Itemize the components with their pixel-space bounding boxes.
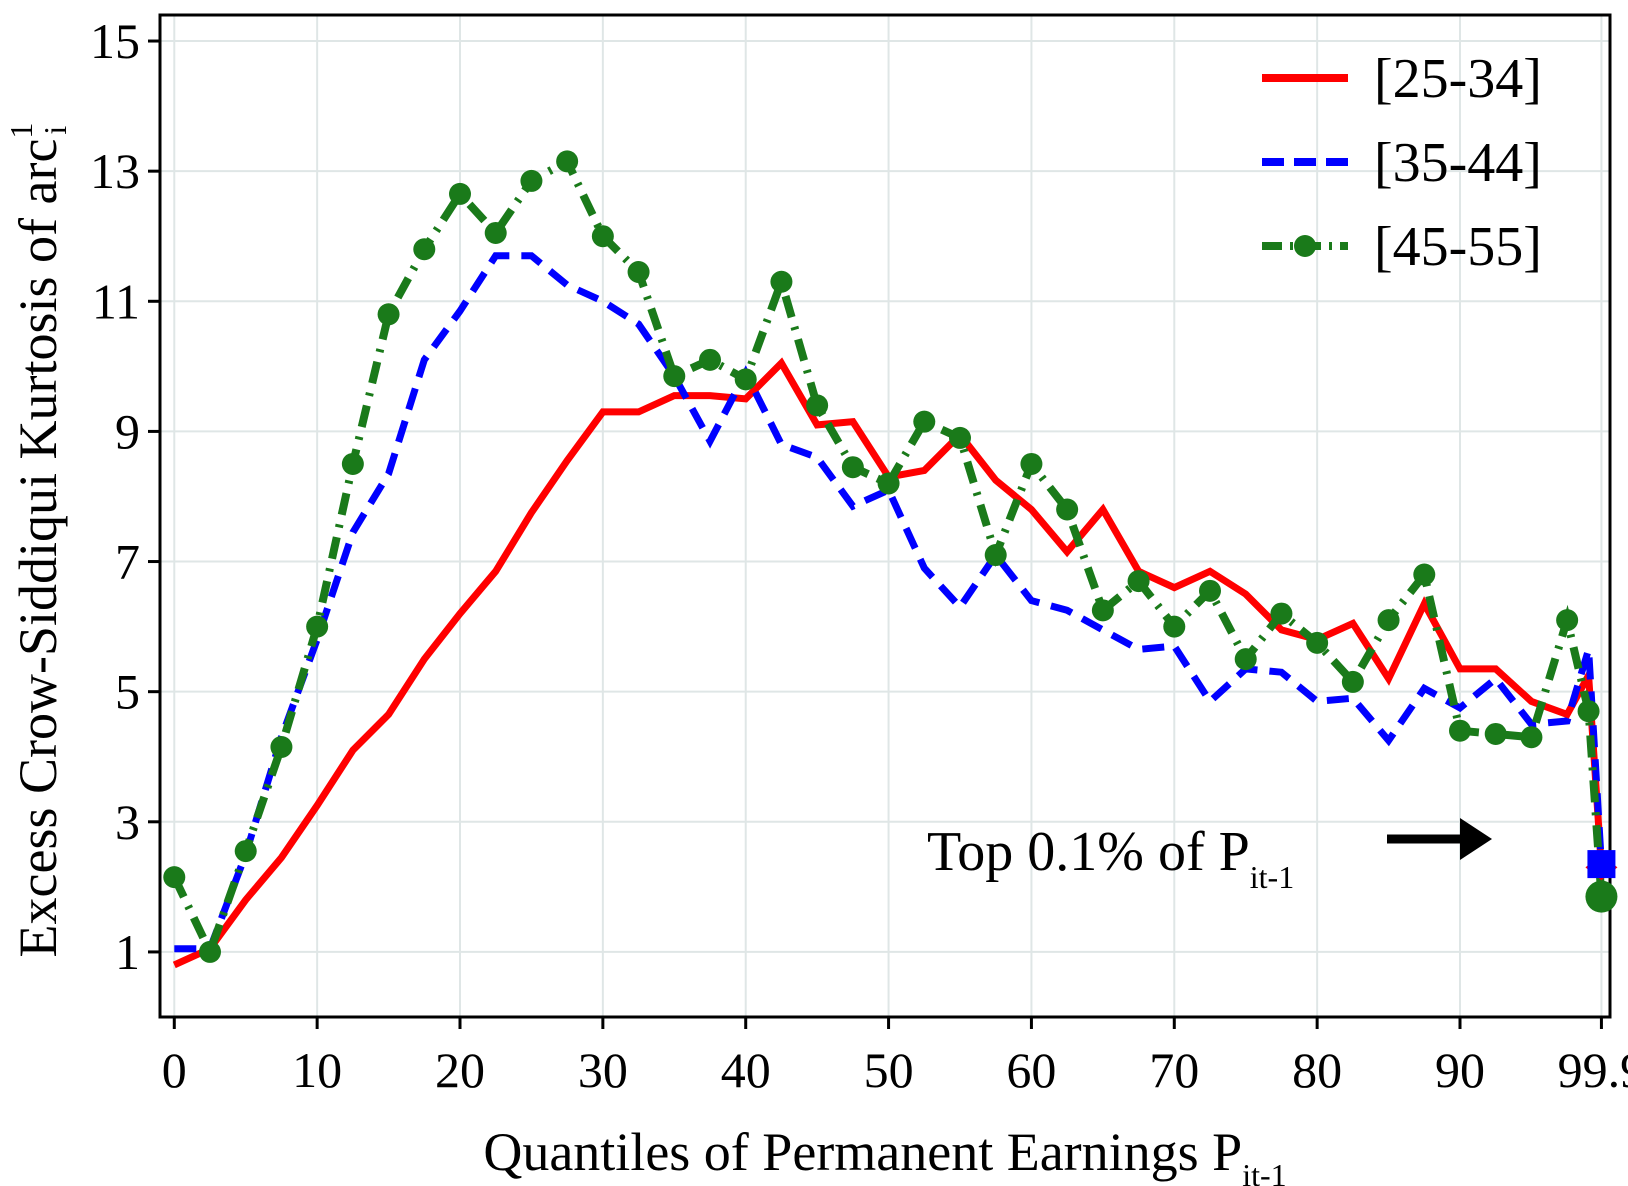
x-tick-label-70: 70 [1149, 1042, 1199, 1098]
series-45-55-point-30 [1234, 648, 1257, 671]
x-tick-label-0: 0 [162, 1042, 187, 1098]
series-45-55-point-13 [627, 261, 650, 284]
x-axis: 0 10 20 30 40 50 60 70 80 90 99.9 [162, 1017, 1628, 1098]
markers-layer [163, 150, 1618, 963]
series-35-44-line [174, 252, 1605, 953]
series-45-55-point-32 [1306, 631, 1329, 654]
series-45-55-point-35 [1413, 563, 1436, 586]
annotation-subscript: it-1 [1250, 859, 1294, 895]
y-tick-label-7: 7 [115, 534, 140, 590]
y-axis-title: Excess Crow-Siddiqui Kurtosis of arc1i [3, 123, 73, 958]
legend-45-55-swatch-marker [1294, 235, 1316, 257]
y-tick-label-9: 9 [115, 403, 140, 459]
series-45-55-point-1 [199, 940, 221, 963]
series-45-55-point-14 [663, 365, 686, 388]
x-tick-label-30: 30 [578, 1042, 628, 1098]
series-45-55-point-16 [734, 368, 757, 391]
series-45-55-point-39 [1556, 609, 1579, 632]
plot-frame [158, 13, 1612, 1019]
series-45-55-point-29 [1199, 579, 1221, 602]
series-45-55-point-21 [913, 410, 936, 433]
y-axis-title-subscript: i [37, 126, 73, 135]
series-45-55-point-11 [556, 150, 579, 173]
x-tick-label-40: 40 [721, 1042, 771, 1098]
y-tick-label-3: 3 [115, 794, 140, 850]
x-tick-label-50: 50 [864, 1042, 914, 1098]
annotation-text-main: Top 0.1% of P [927, 821, 1250, 883]
series-45-55-point-12 [591, 225, 614, 248]
series-45-55-point-2 [234, 840, 257, 863]
series-45-55-point-3 [270, 735, 293, 758]
legend: [25-34] [35-44] [45-55] [1262, 48, 1542, 278]
series-25-34-line [172, 357, 1605, 969]
series-45-55-point-25 [1056, 498, 1079, 521]
series-45-55-point-26 [1091, 599, 1114, 622]
y-tick-label-13: 13 [90, 143, 140, 199]
x-tick-label-99-9: 99.9 [1558, 1042, 1628, 1098]
series-45-55-point-38 [1520, 726, 1543, 749]
x-tick-label-60: 60 [1006, 1042, 1056, 1098]
series-45-55-point-23 [984, 544, 1007, 567]
top-annotation: Top 0.1% of Pit-1 [927, 818, 1492, 895]
series-45-55-point-5 [341, 452, 364, 475]
series-45-55-point-18 [806, 394, 829, 417]
series-45-55-point-9 [484, 221, 507, 244]
series-45-55-point-0 [163, 866, 186, 889]
x-tick-label-80: 80 [1292, 1042, 1342, 1098]
series-45-55-point-20 [877, 472, 900, 495]
x-tick-label-10: 10 [292, 1042, 342, 1098]
series-45-55-point-22 [949, 426, 971, 449]
series-45-55-point-6 [377, 303, 400, 326]
series-45-55-point-37 [1484, 722, 1507, 745]
legend-35-44-label: [35-44] [1374, 132, 1542, 194]
y-axis-title-main: Excess Crow-Siddiqui Kurtosis of arc [8, 139, 68, 958]
annotation-arrow-head [1460, 818, 1492, 860]
series-45-55-point-8 [449, 182, 471, 205]
series-45-55-point-19 [841, 456, 864, 479]
x-axis-title: Quantiles of Permanent Earnings Pit-1 [483, 1122, 1286, 1186]
y-tick-label-1: 1 [115, 924, 140, 980]
series-45-55-point-34 [1377, 609, 1400, 632]
y-tick-label-15: 15 [90, 13, 140, 69]
series-45-55-point-10 [520, 169, 543, 192]
y-tick-label-11: 11 [92, 273, 140, 329]
y-axis-title-superscript: 1 [3, 123, 39, 139]
series-45-55-point-40 [1577, 700, 1600, 723]
series-45-55-point-15 [699, 348, 721, 371]
series-45-55-point-33 [1341, 670, 1364, 693]
svg-text:Excess Crow-Siddiqui Kurtosis: Excess Crow-Siddiqui Kurtosis of arc1i [3, 123, 73, 958]
series-45-55-point-17 [770, 270, 793, 293]
series-35-44-end-marker [1587, 850, 1616, 879]
y-tick-label-5: 5 [115, 664, 140, 720]
series-45-55-end-marker [1585, 880, 1618, 913]
x-axis-title-subscript: it-1 [1242, 1157, 1286, 1186]
legend-25-34-label: [25-34] [1374, 48, 1542, 110]
series-45-55-point-28 [1163, 615, 1186, 638]
series-45-55-point-7 [413, 238, 436, 261]
series-45-55-point-27 [1127, 570, 1150, 593]
annotation-text: Top 0.1% of Pit-1 [927, 821, 1294, 895]
series-45-55-point-4 [306, 615, 329, 638]
legend-45-55-label: [45-55] [1374, 216, 1542, 278]
series-45-55-point-24 [1020, 452, 1043, 475]
x-tick-label-20: 20 [435, 1042, 485, 1098]
series-45-55-point-31 [1270, 602, 1293, 625]
x-tick-label-90: 90 [1435, 1042, 1485, 1098]
series-45-55-point-36 [1449, 719, 1471, 742]
x-axis-title-main: Quantiles of Permanent Earnings P [483, 1122, 1242, 1182]
